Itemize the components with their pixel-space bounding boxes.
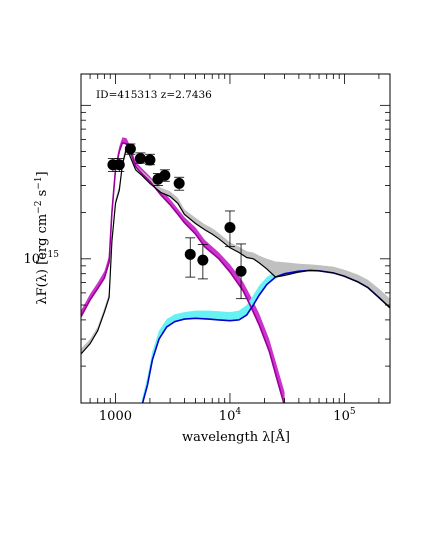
data-point bbox=[124, 143, 136, 155]
y-axis-label: λF(λ) [erg cm−2 s−1] bbox=[34, 171, 50, 304]
total-model-line bbox=[81, 145, 390, 355]
data-point bbox=[134, 153, 146, 165]
y-axis-ticks: 10−15 bbox=[23, 104, 390, 367]
x-axis-label: wavelength λ[Å] bbox=[182, 429, 290, 445]
model-bands bbox=[81, 137, 390, 403]
total-uncertainty-band bbox=[81, 142, 390, 354]
y-tick-label: 10−15 bbox=[23, 250, 59, 267]
data-point bbox=[173, 177, 185, 189]
x-tick-label: 105 bbox=[333, 407, 356, 424]
data-point bbox=[144, 154, 156, 166]
data-point bbox=[224, 221, 236, 233]
data-point bbox=[197, 254, 209, 266]
data-point bbox=[159, 169, 171, 181]
data-point bbox=[113, 159, 125, 171]
x-tick-label: 1000 bbox=[99, 409, 132, 424]
model-lines bbox=[81, 141, 390, 403]
data-point bbox=[235, 265, 247, 277]
plot-frame bbox=[80, 73, 391, 404]
x-axis-ticks: 1000 104 105 bbox=[80, 74, 380, 424]
x-tick-label: 104 bbox=[219, 407, 242, 424]
observed-points bbox=[107, 143, 247, 300]
chart-title: ID=415313 z=2.7436 bbox=[96, 89, 212, 101]
data-point bbox=[184, 248, 196, 260]
